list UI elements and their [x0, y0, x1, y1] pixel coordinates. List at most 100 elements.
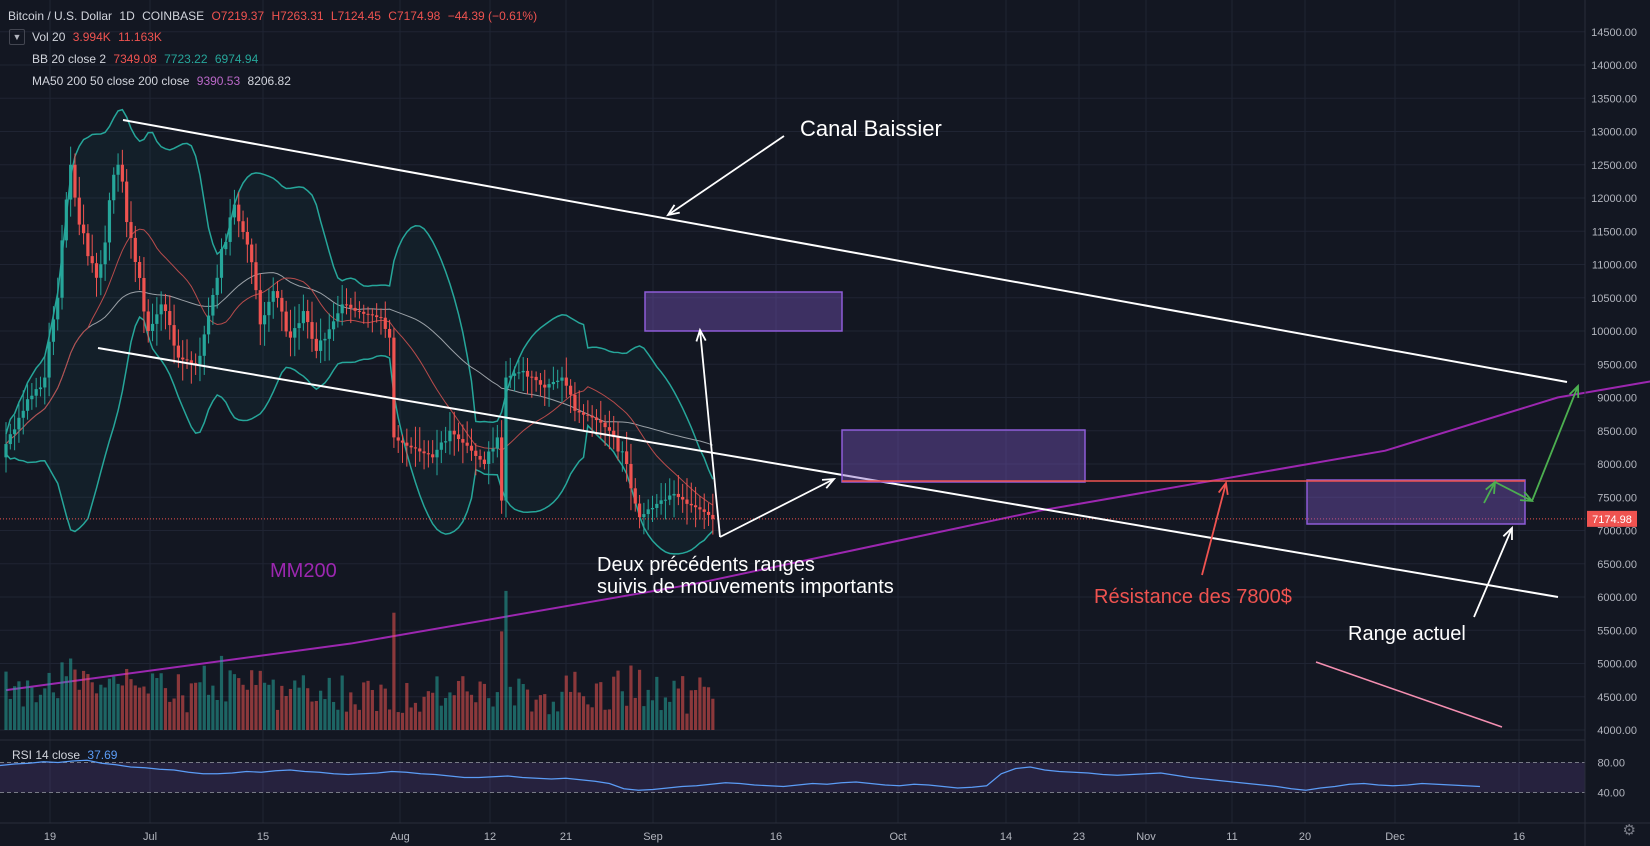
- volume-bar: [642, 706, 646, 730]
- candle-body: [314, 338, 318, 351]
- volume-bar: [637, 669, 642, 730]
- collapse-indicators-button[interactable]: ▼: [9, 29, 25, 45]
- candle-body: [336, 313, 340, 322]
- canal-baissier-label: Canal Baissier: [800, 116, 942, 141]
- candle-body: [444, 441, 448, 443]
- candle-body: [155, 314, 159, 324]
- volume-bar: [13, 686, 17, 730]
- candle-body: [38, 387, 43, 390]
- volume-bar: [375, 710, 379, 730]
- candle-body: [681, 496, 685, 500]
- volume-bar: [271, 679, 275, 730]
- time-tick-label: 11: [1226, 831, 1237, 843]
- settings-gear-icon[interactable]: ⚙: [1622, 822, 1636, 839]
- volume-bar: [138, 687, 142, 730]
- interval[interactable]: 1D: [119, 9, 135, 23]
- candle-body: [198, 355, 202, 365]
- candle-body: [646, 509, 650, 515]
- volume-bar: [155, 678, 159, 730]
- candle-body: [612, 430, 616, 438]
- volume-bar: [146, 693, 150, 730]
- candle-body: [17, 417, 21, 430]
- channel-bottom-line: [97, 347, 1559, 598]
- candle-body: [219, 249, 224, 278]
- candle-body: [469, 445, 474, 451]
- open-value: O7219.37: [211, 9, 265, 23]
- candle-body: [375, 315, 379, 318]
- candle-body: [534, 376, 538, 381]
- volume-bar: [254, 684, 258, 730]
- candle-body: [150, 323, 155, 331]
- candle-body: [551, 381, 555, 385]
- canal-arrow-head: [666, 204, 680, 217]
- high-value: H7263.31: [271, 9, 324, 23]
- candle-body: [620, 451, 624, 453]
- candle-body: [4, 444, 8, 458]
- bb-legend[interactable]: BB 20 close 2 7349.08 7723.22 6974.94: [32, 52, 259, 66]
- candle-body: [439, 442, 443, 450]
- volume-bar: [663, 697, 668, 730]
- rsi-legend[interactable]: RSI 14 close 37.69: [12, 748, 118, 762]
- candle-body: [288, 331, 293, 338]
- rsi-tick-label: 80.00: [1597, 758, 1625, 770]
- target-arrow-1: [1483, 481, 1496, 504]
- volume-bar: [668, 701, 672, 730]
- volume-bar: [487, 698, 491, 730]
- candle-body: [349, 304, 353, 308]
- range-actuel-arrow: [1473, 527, 1513, 618]
- candle-body: [107, 200, 112, 243]
- volume-bar: [206, 694, 211, 730]
- candle-body: [694, 505, 698, 508]
- candle-body: [512, 373, 517, 376]
- rsi-pane: [0, 759, 1585, 793]
- volume-bar: [349, 692, 353, 730]
- candle-body: [64, 199, 68, 241]
- range2-arrow-head: [821, 477, 837, 489]
- volume-bar: [689, 690, 693, 730]
- volume-bar: [633, 697, 637, 730]
- volume-bar: [340, 675, 344, 730]
- volume-bar: [228, 670, 232, 730]
- volume-bar: [500, 631, 504, 730]
- volume-bar: [504, 590, 508, 730]
- volume-bar: [530, 711, 534, 730]
- candle-body: [81, 224, 86, 234]
- volume-bars: [4, 590, 715, 730]
- candle-body: [431, 454, 435, 458]
- candle-body: [422, 451, 426, 454]
- candle-body: [21, 410, 25, 418]
- candle-body: [616, 437, 620, 452]
- volume-bar: [435, 676, 439, 730]
- candle-body: [370, 314, 374, 316]
- candle-body: [452, 430, 456, 435]
- channel-top-line: [122, 119, 1568, 383]
- chart-drawings: [0, 119, 1585, 728]
- last-price-label: 7174.98: [1592, 514, 1632, 526]
- candle-body: [267, 301, 271, 316]
- volume-bar: [564, 675, 568, 730]
- low-value: L7124.45: [330, 9, 381, 23]
- price-tick-label: 9500.00: [1597, 359, 1637, 371]
- ma-legend[interactable]: MA50 200 50 close 200 close 9390.53 8206…: [32, 74, 291, 88]
- volume-bar: [543, 694, 547, 730]
- candle-body: [133, 237, 137, 263]
- volume-bar: [392, 612, 396, 730]
- bb-upper-line: [5, 108, 714, 480]
- candle-body: [625, 451, 629, 464]
- volume-bar: [8, 698, 12, 730]
- volume-bar: [508, 686, 512, 730]
- symbol-name[interactable]: Bitcoin / U.S. Dollar: [8, 9, 113, 23]
- candle-body: [547, 384, 551, 388]
- price-tick-label: 10000.00: [1591, 326, 1637, 338]
- candle-body: [482, 459, 487, 464]
- candle-body: [474, 450, 478, 456]
- price-tick-label: 13500.00: [1591, 93, 1637, 105]
- volume-bar: [525, 689, 530, 730]
- candle-body: [599, 420, 603, 423]
- volume-legend[interactable]: Vol 20 3.994K 11.163K: [32, 30, 162, 44]
- candle-body: [413, 447, 418, 449]
- volume-bar: [189, 683, 193, 730]
- candle-body: [284, 311, 288, 332]
- candle-body: [491, 448, 495, 452]
